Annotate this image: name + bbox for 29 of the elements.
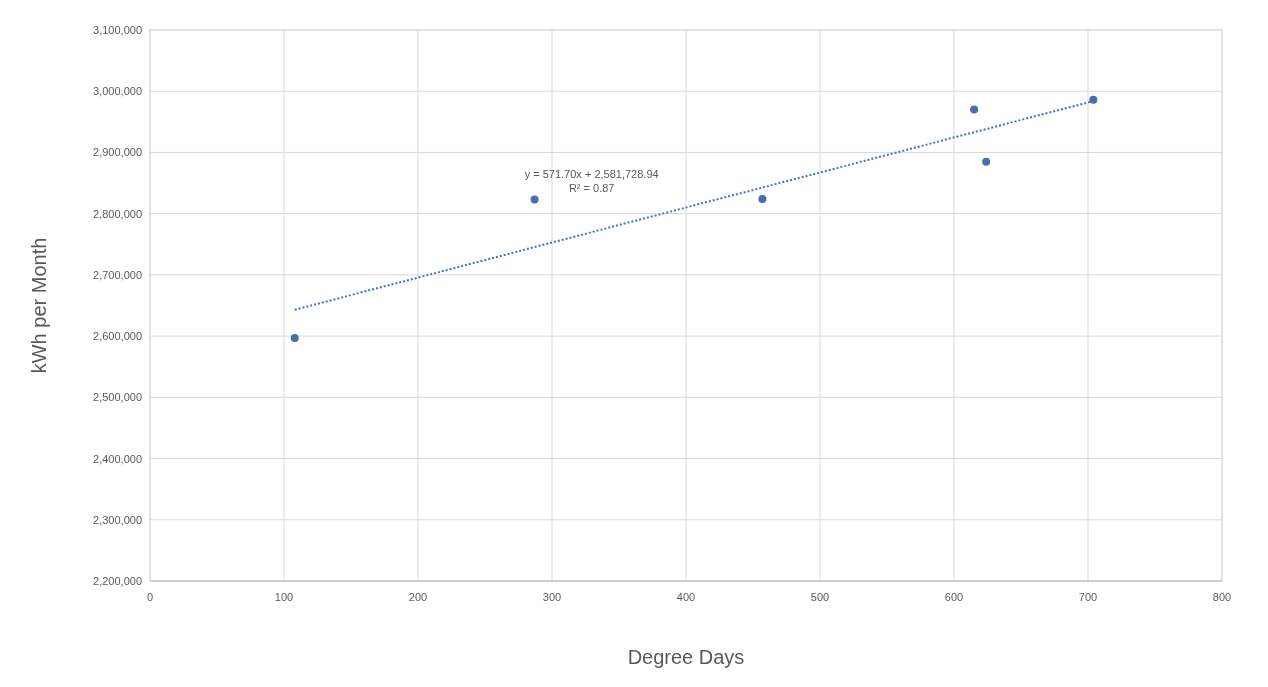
x-tick-label: 400 bbox=[676, 591, 696, 603]
y-tick-label: 2,900,000 bbox=[93, 146, 142, 159]
x-tick-label: 800 bbox=[1212, 591, 1232, 603]
y-tick-label: 2,200,000 bbox=[93, 575, 142, 587]
y-axis-title: kWh per Month bbox=[28, 237, 50, 374]
point bbox=[758, 194, 767, 203]
y-tick-label: 2,800,000 bbox=[93, 207, 142, 220]
point bbox=[970, 105, 979, 114]
x-tick-label: 600 bbox=[944, 591, 964, 603]
x-tick-label: 100 bbox=[274, 591, 294, 603]
y-tick-label: 3,000,000 bbox=[93, 85, 142, 98]
point bbox=[1089, 95, 1098, 104]
y-tick-label: 2,500,000 bbox=[93, 391, 142, 404]
y-tick-label: 2,700,000 bbox=[93, 268, 142, 281]
x-axis-title: Degree Days bbox=[627, 646, 745, 668]
x-tick-label: 300 bbox=[542, 591, 562, 603]
x-tick-label: 500 bbox=[810, 591, 830, 603]
y-tick-label: 2,300,000 bbox=[93, 513, 142, 526]
y-tick-label: 3,100,000 bbox=[93, 24, 142, 36]
x-tick-label: 200 bbox=[408, 591, 428, 603]
point bbox=[530, 195, 539, 204]
annotation: R² = 0.87 bbox=[568, 182, 615, 194]
y-tick-label: 2,600,000 bbox=[93, 330, 142, 343]
annotation: y = 571.70x + 2,581,728.94 bbox=[524, 168, 659, 180]
point bbox=[290, 333, 299, 342]
x-tick-label: 0 bbox=[146, 591, 154, 603]
point bbox=[982, 157, 991, 166]
y-tick-label: 2,400,000 bbox=[93, 452, 142, 465]
x-tick-label: 700 bbox=[1078, 591, 1098, 603]
